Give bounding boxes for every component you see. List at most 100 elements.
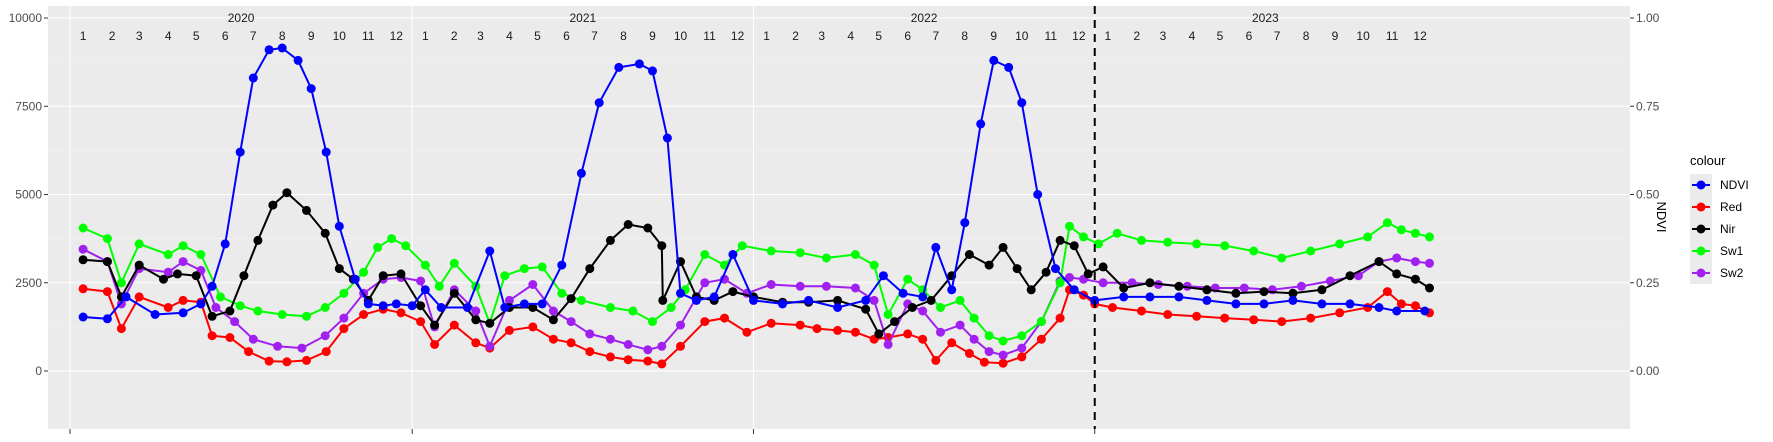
- data-point-red: [1382, 287, 1392, 297]
- data-point-sw1: [766, 246, 776, 256]
- month-label: 7: [932, 29, 939, 43]
- month-label: 1: [763, 29, 770, 43]
- data-point-sw1: [1094, 239, 1103, 249]
- data-point-nir: [548, 315, 558, 325]
- data-point-sw2: [883, 340, 893, 349]
- data-point-red: [321, 347, 331, 357]
- data-point-red: [766, 318, 776, 328]
- data-point-ndvi: [931, 242, 941, 252]
- data-point-ndvi: [1069, 285, 1079, 295]
- data-point-sw1: [1396, 225, 1406, 235]
- data-point-sw1: [821, 253, 831, 263]
- data-point-red: [471, 338, 481, 348]
- data-point-ndvi: [1259, 299, 1269, 309]
- month-label: 11: [1386, 29, 1399, 43]
- data-point-sw1: [1335, 239, 1345, 249]
- data-point-sw1: [1036, 317, 1046, 327]
- data-point-ndvi: [220, 239, 230, 249]
- month-label: 4: [1189, 29, 1196, 43]
- data-point-sw2: [623, 340, 633, 349]
- legend-key-point: [1696, 224, 1706, 234]
- data-point-sw2: [1098, 278, 1108, 288]
- data-point-nir: [1392, 269, 1402, 279]
- data-point-ndvi: [1033, 190, 1043, 199]
- data-point-nir: [225, 306, 235, 316]
- series-nir: [78, 188, 1434, 339]
- data-point-ndvi: [614, 62, 624, 72]
- data-point-ndvi: [960, 218, 970, 228]
- data-point-ndvi: [1374, 303, 1384, 312]
- data-point-nir: [1145, 278, 1155, 288]
- month-label: 10: [1015, 29, 1029, 43]
- data-point-sw2: [676, 320, 685, 330]
- data-point-ndvi: [378, 301, 388, 311]
- data-point-red: [430, 340, 440, 349]
- data-point-ndvi: [350, 274, 360, 284]
- data-point-red: [964, 348, 974, 358]
- data-point-nir: [1012, 264, 1022, 274]
- data-point-ndvi: [898, 288, 908, 298]
- data-point-sw2: [984, 347, 994, 357]
- data-point-nir: [605, 235, 615, 245]
- data-point-red: [116, 324, 126, 334]
- data-point-red: [1036, 334, 1046, 344]
- legend-label: Sw1: [1720, 244, 1744, 258]
- data-point-red: [339, 324, 349, 334]
- data-point-ndvi: [321, 147, 331, 157]
- data-point-red: [1335, 308, 1345, 318]
- data-point-ndvi: [1145, 292, 1155, 302]
- data-point-sw2: [1239, 283, 1249, 293]
- data-point-sw2: [766, 280, 776, 289]
- data-point-sw1: [134, 239, 144, 249]
- data-point-ndvi: [878, 271, 888, 281]
- data-point-sw1: [500, 271, 510, 281]
- month-label: 5: [875, 29, 882, 43]
- grid-lines: [48, 6, 1630, 429]
- month-label: 12: [390, 29, 404, 43]
- data-point-nir: [268, 200, 278, 210]
- data-point-sw2: [178, 257, 188, 267]
- data-point-sw1: [401, 241, 411, 251]
- data-point-nir: [1345, 271, 1355, 281]
- y-tick-label: 7500: [15, 99, 42, 113]
- data-point-sw1: [359, 267, 369, 277]
- series-ndvi: [78, 43, 1430, 324]
- y2-tick-label: 0.00: [1636, 364, 1660, 378]
- data-point-red: [1249, 315, 1259, 325]
- data-point-nir: [874, 329, 884, 339]
- data-point-sw1: [648, 317, 657, 327]
- data-point-ndvi: [662, 133, 672, 143]
- data-point-red: [903, 329, 913, 339]
- data-point-ndvi: [1174, 292, 1184, 302]
- data-point-sw2: [273, 341, 283, 351]
- data-point-ndvi: [557, 260, 567, 270]
- month-label: 7: [591, 29, 598, 43]
- data-point-ndvi: [248, 73, 258, 83]
- legend-key-nir: [1690, 218, 1712, 240]
- data-point-sw2: [163, 267, 173, 277]
- legend-label: Sw2: [1720, 266, 1744, 280]
- data-point-nir: [378, 271, 388, 281]
- data-point-ndvi: [976, 119, 986, 129]
- data-point-sw2: [211, 303, 221, 312]
- data-point-sw2: [1425, 258, 1434, 268]
- data-point-nir: [1259, 287, 1269, 297]
- data-point-ndvi: [1288, 295, 1298, 305]
- month-label: 7: [250, 29, 257, 43]
- legend: colour NDVI Red Nir Sw1 Sw2: [1690, 153, 1749, 284]
- data-point-sw2: [248, 334, 258, 344]
- data-point-ndvi: [728, 250, 738, 259]
- series-line-ndvi: [83, 46, 1425, 320]
- legend-key-red: [1690, 196, 1712, 218]
- legend-label: NDVI: [1720, 178, 1749, 192]
- month-label: 2: [451, 29, 458, 43]
- legend-key-point: [1696, 202, 1706, 212]
- data-point-sw2: [78, 244, 88, 254]
- data-point-nir: [861, 304, 871, 314]
- data-point-red: [416, 317, 426, 327]
- data-point-ndvi: [778, 299, 787, 309]
- data-point-sw1: [1363, 232, 1373, 242]
- data-point-sw1: [1249, 246, 1259, 256]
